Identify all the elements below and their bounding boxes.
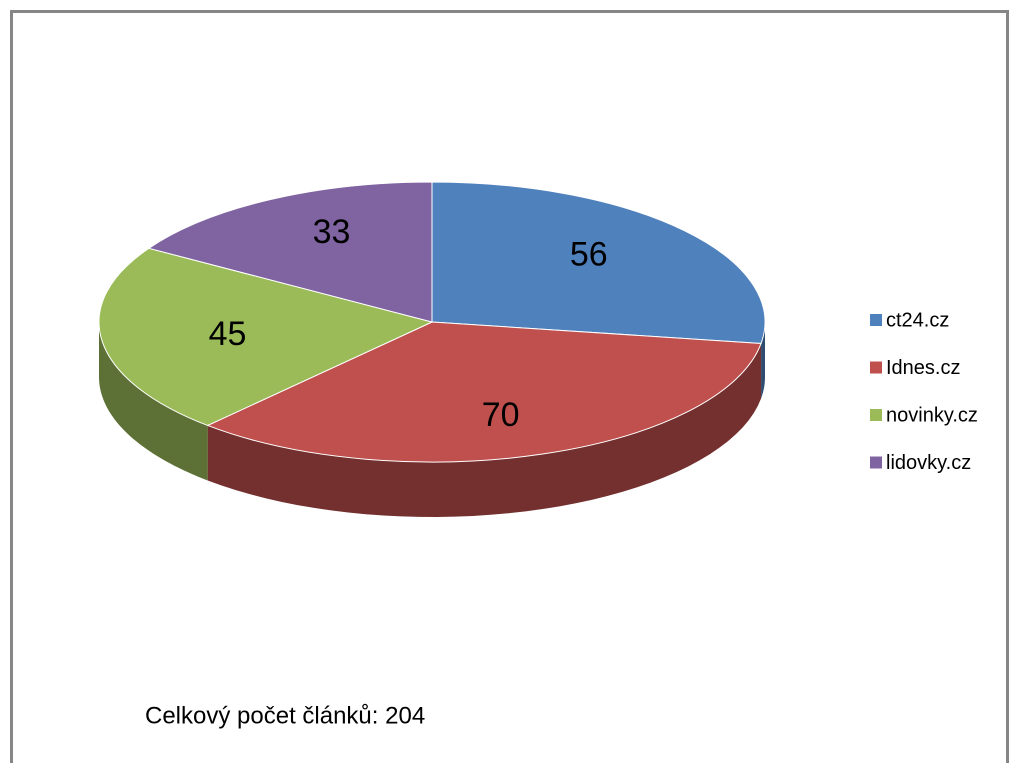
data-label: 33 (313, 213, 351, 251)
data-label: 70 (482, 396, 520, 434)
pie-slice (431, 181, 766, 344)
pie-slice-side (99, 322, 208, 481)
legend-swatch (870, 361, 882, 374)
legend-label: lidovky.cz (886, 452, 971, 474)
data-label: 45 (209, 315, 247, 353)
data-label: 56 (570, 235, 608, 273)
legend-label: Idnes.cz (886, 357, 960, 379)
legend-label: novinky.cz (886, 404, 978, 426)
pie-slice (206, 321, 762, 463)
legend-swatch (870, 409, 882, 421)
legend-label: ct24.cz (886, 309, 949, 331)
pie-slice (98, 247, 434, 427)
legend-swatch (870, 456, 882, 469)
legend-swatch (870, 314, 882, 326)
pie-slice-side (207, 343, 762, 517)
pie-slice (147, 181, 433, 323)
annotation: Celkový počet článků: 204 (145, 702, 425, 729)
chart-frame (10, 10, 1009, 763)
